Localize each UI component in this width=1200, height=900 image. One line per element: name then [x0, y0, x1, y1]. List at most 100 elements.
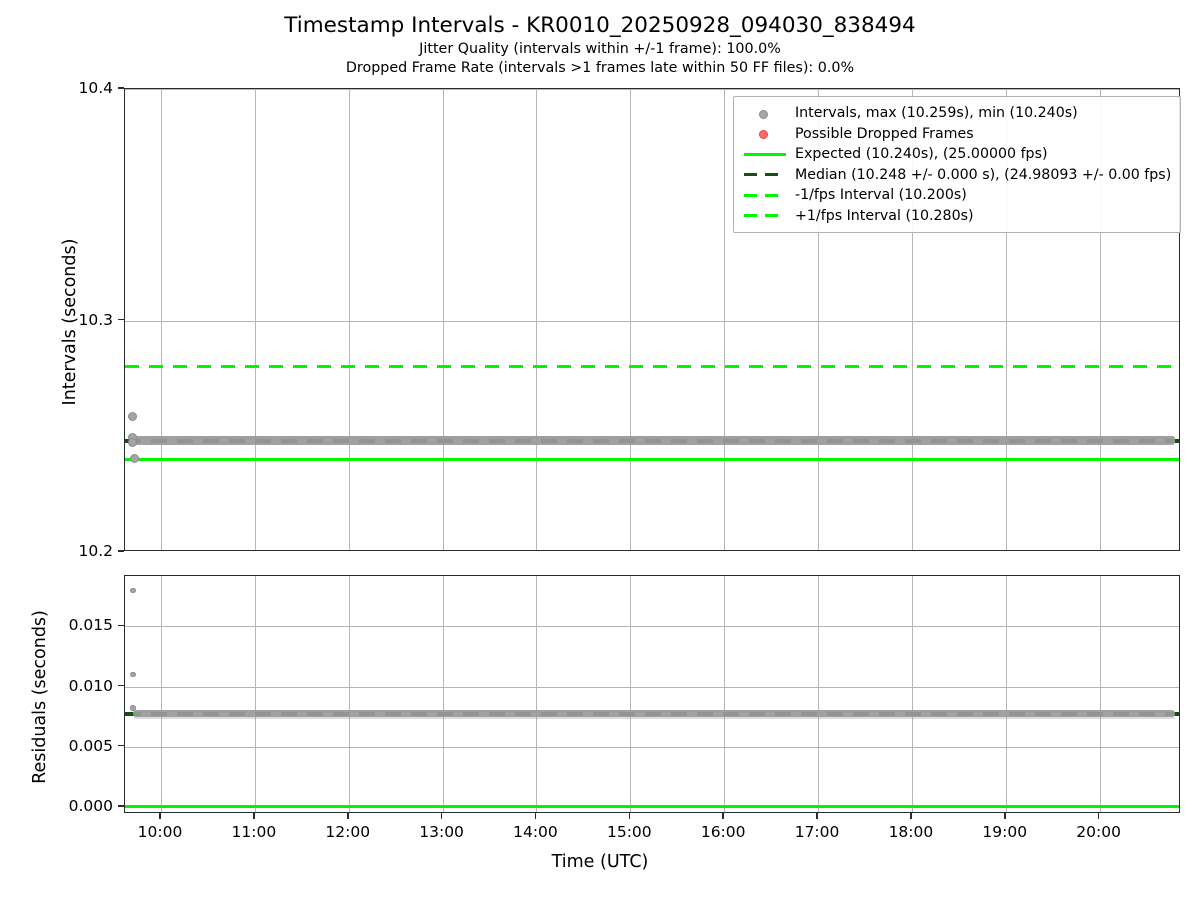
- x-axis-tick-label: 19:00: [982, 823, 1028, 841]
- gridline-vertical: [442, 576, 444, 812]
- intervals-gridlines: [125, 89, 1179, 550]
- gridline-vertical: [630, 89, 632, 550]
- legend-item[interactable]: Possible Dropped Frames: [742, 124, 1171, 145]
- gridline-horizontal: [125, 746, 1179, 748]
- gridline-vertical: [1005, 89, 1007, 550]
- y-axis-tick-mark: [118, 804, 124, 807]
- data-point: [128, 412, 138, 422]
- x-axis-tick-mark: [440, 813, 443, 819]
- gridline-vertical: [1099, 89, 1101, 550]
- legend-line-swatch: [744, 173, 786, 177]
- residuals-plot-area: [124, 575, 1180, 813]
- x-axis-tick-mark: [159, 813, 161, 819]
- x-axis-tick-label: 13:00: [419, 823, 464, 841]
- gridline-vertical: [160, 576, 162, 812]
- y-axis-tick-label: 0.015: [68, 616, 113, 635]
- x-axis-tick-label: 16:00: [700, 823, 746, 841]
- gridline-horizontal: [125, 89, 1179, 90]
- legend-line-swatch-holder: [742, 146, 788, 162]
- intervals-y-axis-label: Intervals (seconds): [60, 238, 80, 406]
- legend-item[interactable]: Median (10.248 +/- 0.000 s), (24.98093 +…: [742, 165, 1171, 186]
- data-point: [130, 671, 136, 678]
- gridline-vertical: [160, 89, 162, 550]
- interval-marker-icon: [759, 109, 768, 119]
- x-axis-tick-label: 17:00: [794, 823, 840, 841]
- x-axis-tick-label: 18:00: [888, 823, 934, 841]
- legend-item-label: +1/fps Interval (10.280s): [795, 207, 974, 224]
- chart-subtitle-dropped-frame-rate: Dropped Frame Rate (intervals >1 frames …: [345, 60, 855, 76]
- gridline-vertical: [1005, 576, 1007, 812]
- residuals-data-points: [125, 576, 1179, 812]
- y-axis-tick-mark: [118, 318, 124, 321]
- legend-line-swatch-holder: [742, 187, 788, 203]
- x-axis-tick-label: 10:00: [137, 823, 183, 841]
- title-block: Timestamp Intervals - KR0010_20250928_09…: [0, 12, 1200, 78]
- y-axis-tick-mark: [118, 744, 124, 747]
- legend-item[interactable]: +1/fps Interval (10.280s): [742, 206, 1171, 227]
- legend-item-label: -1/fps Interval (10.200s): [795, 187, 967, 204]
- data-point-band: [134, 716, 1175, 720]
- legend-marker-swatch: [742, 126, 788, 142]
- legend-line-swatch-holder: [742, 167, 788, 183]
- legend-marker-swatch: [742, 105, 788, 121]
- y-axis-tick-mark: [118, 624, 124, 627]
- gridline-vertical: [536, 576, 538, 812]
- gridline-vertical: [1099, 576, 1101, 812]
- y-axis-tick-mark: [118, 87, 124, 89]
- y-axis-tick-label: 10.4: [78, 79, 113, 97]
- x-axis-tick-mark: [1097, 813, 1100, 819]
- data-point: [128, 437, 138, 447]
- x-axis-tick-mark: [346, 813, 349, 819]
- x-axis-tick-mark: [1003, 813, 1006, 819]
- legend-item-label: Possible Dropped Frames: [795, 125, 974, 142]
- gridline-vertical: [536, 89, 538, 550]
- gridline-vertical: [724, 576, 726, 812]
- x-axis-tick-mark: [253, 813, 255, 819]
- data-point: [130, 705, 136, 711]
- reference-line-zero: [125, 805, 1179, 809]
- y-axis-tick-mark: [118, 684, 124, 687]
- y-axis-tick-label: 0.005: [68, 736, 113, 755]
- x-axis-tick-label: 12:00: [325, 823, 371, 841]
- legend-item-label: Median (10.248 +/- 0.000 s), (24.98093 +…: [795, 166, 1172, 183]
- gridline-horizontal: [125, 686, 1179, 688]
- y-axis-tick-label: 10.3: [78, 310, 113, 329]
- legend-line-swatch: [744, 193, 786, 197]
- x-axis-tick-mark: [910, 813, 912, 819]
- gridline-vertical: [348, 576, 350, 812]
- x-axis-tick-mark: [816, 813, 818, 819]
- data-point-band: [132, 710, 1175, 717]
- x-axis-tick-label: 15:00: [606, 823, 652, 841]
- reference-line-expected: [125, 457, 1179, 461]
- y-axis-tick-mark: [118, 550, 124, 552]
- legend-item[interactable]: Intervals, max (10.259s), min (10.240s): [742, 103, 1171, 124]
- gridline-vertical: [724, 89, 726, 550]
- gridline-vertical: [818, 89, 820, 550]
- gridline-vertical: [348, 89, 350, 550]
- gridline-vertical: [254, 576, 256, 812]
- gridline-horizontal: [125, 626, 1179, 628]
- dropped-frame-marker-icon: [759, 130, 768, 140]
- gridline-vertical: [911, 89, 913, 550]
- legend-item-label: Expected (10.240s), (25.00000 fps): [795, 146, 1048, 163]
- legend-line-swatch: [744, 152, 786, 156]
- legend-item[interactable]: -1/fps Interval (10.200s): [742, 185, 1171, 206]
- gridline-vertical: [442, 89, 444, 550]
- x-axis-tick-mark: [722, 813, 724, 819]
- y-axis-tick-label: 0.000: [68, 796, 113, 815]
- gridline-vertical: [254, 89, 256, 550]
- x-axis-tick-label: 14:00: [513, 823, 558, 841]
- x-axis-tick-mark: [628, 813, 631, 819]
- chart-subtitle-jitter-quality: Jitter Quality (intervals within +/-1 fr…: [419, 41, 781, 57]
- legend-item-label: Intervals, max (10.259s), min (10.240s): [795, 105, 1078, 122]
- reference-line-plus_one_fps: [125, 365, 1179, 369]
- residuals-y-axis-label: Residuals (seconds): [30, 610, 50, 784]
- chart-legend: Intervals, max (10.259s), min (10.240s) P…: [733, 96, 1182, 233]
- legend-item[interactable]: Expected (10.240s), (25.00000 fps): [742, 144, 1171, 165]
- legend-line-swatch: [744, 214, 786, 218]
- x-axis-tick-label: 20:00: [1076, 823, 1121, 841]
- data-point: [129, 453, 139, 463]
- gridline-vertical: [818, 576, 820, 812]
- data-point-band: [134, 436, 1175, 440]
